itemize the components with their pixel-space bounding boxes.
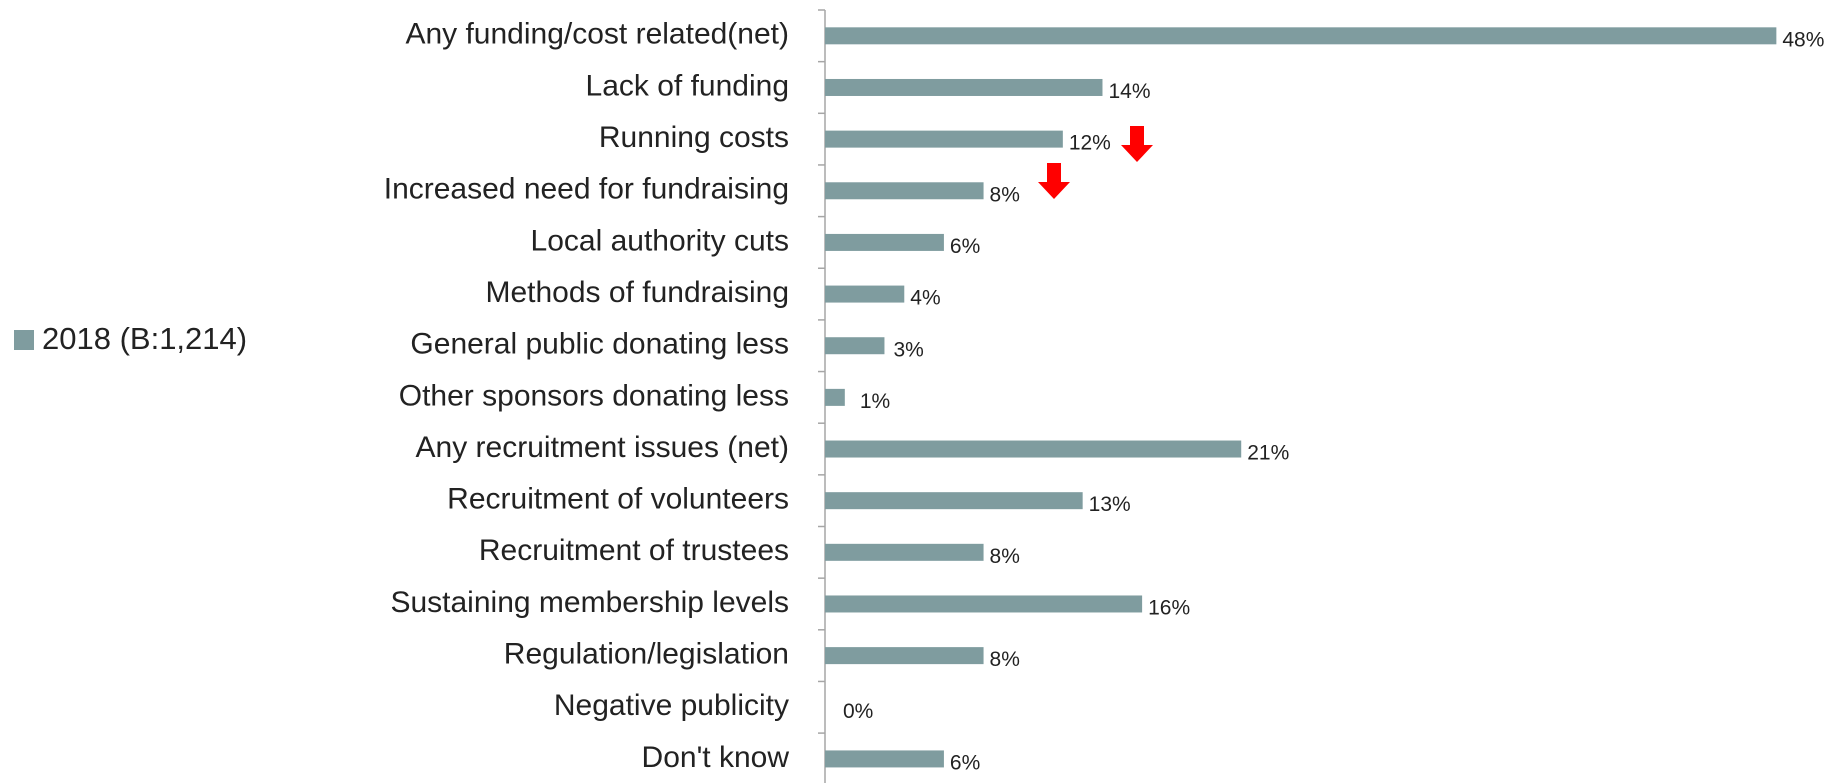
category-label: Regulation/legislation bbox=[504, 638, 789, 671]
value-label: 3% bbox=[893, 338, 923, 361]
bar bbox=[825, 78, 1103, 96]
value-label: 0% bbox=[843, 700, 873, 723]
category-label: Negative publicity bbox=[554, 689, 789, 722]
category-label: Local authority cuts bbox=[531, 224, 789, 257]
category-label: Don't know bbox=[642, 741, 790, 774]
category-label: Lack of funding bbox=[586, 69, 789, 102]
category-label: General public donating less bbox=[410, 328, 789, 361]
down-arrow bbox=[1038, 163, 1070, 199]
category-label: Recruitment of volunteers bbox=[447, 483, 789, 516]
value-label: 13% bbox=[1089, 493, 1131, 516]
value-label: 14% bbox=[1108, 80, 1150, 103]
value-label: 21% bbox=[1247, 442, 1289, 465]
value-label: 4% bbox=[910, 287, 940, 310]
bar bbox=[825, 595, 1143, 613]
category-label: Increased need for fundraising bbox=[384, 173, 789, 206]
legend-label: 2018 (B:1,214) bbox=[42, 321, 247, 356]
category-label: Any funding/cost related(net) bbox=[405, 18, 789, 51]
bar bbox=[825, 182, 984, 200]
category-label: Running costs bbox=[599, 121, 789, 154]
value-label: 6% bbox=[950, 751, 980, 774]
value-label: 8% bbox=[990, 183, 1020, 206]
category-label: Recruitment of trustees bbox=[479, 534, 789, 567]
value-label: 16% bbox=[1148, 597, 1190, 620]
bar bbox=[825, 543, 984, 561]
annotation-arrows bbox=[1038, 126, 1153, 199]
bar bbox=[825, 130, 1063, 148]
value-label: 48% bbox=[1782, 28, 1824, 51]
category-label: Other sponsors donating less bbox=[399, 379, 789, 412]
value-label: 1% bbox=[860, 390, 890, 413]
bar bbox=[825, 337, 885, 355]
bar bbox=[825, 233, 944, 251]
bar bbox=[825, 492, 1083, 510]
category-label: Any recruitment issues (net) bbox=[416, 431, 789, 464]
category-label: Methods of fundraising bbox=[485, 276, 789, 309]
value-label: 12% bbox=[1069, 132, 1111, 155]
value-label: 8% bbox=[990, 648, 1020, 671]
bar bbox=[825, 440, 1242, 458]
bar bbox=[825, 750, 944, 768]
down-arrow bbox=[1121, 126, 1153, 162]
value-label: 6% bbox=[950, 235, 980, 258]
bar bbox=[825, 27, 1777, 45]
bar bbox=[825, 388, 845, 406]
legend-swatch bbox=[14, 330, 34, 350]
bar bbox=[825, 285, 905, 303]
category-label: Sustaining membership levels bbox=[390, 586, 789, 619]
value-label: 8% bbox=[990, 545, 1020, 568]
bar bbox=[825, 647, 984, 665]
